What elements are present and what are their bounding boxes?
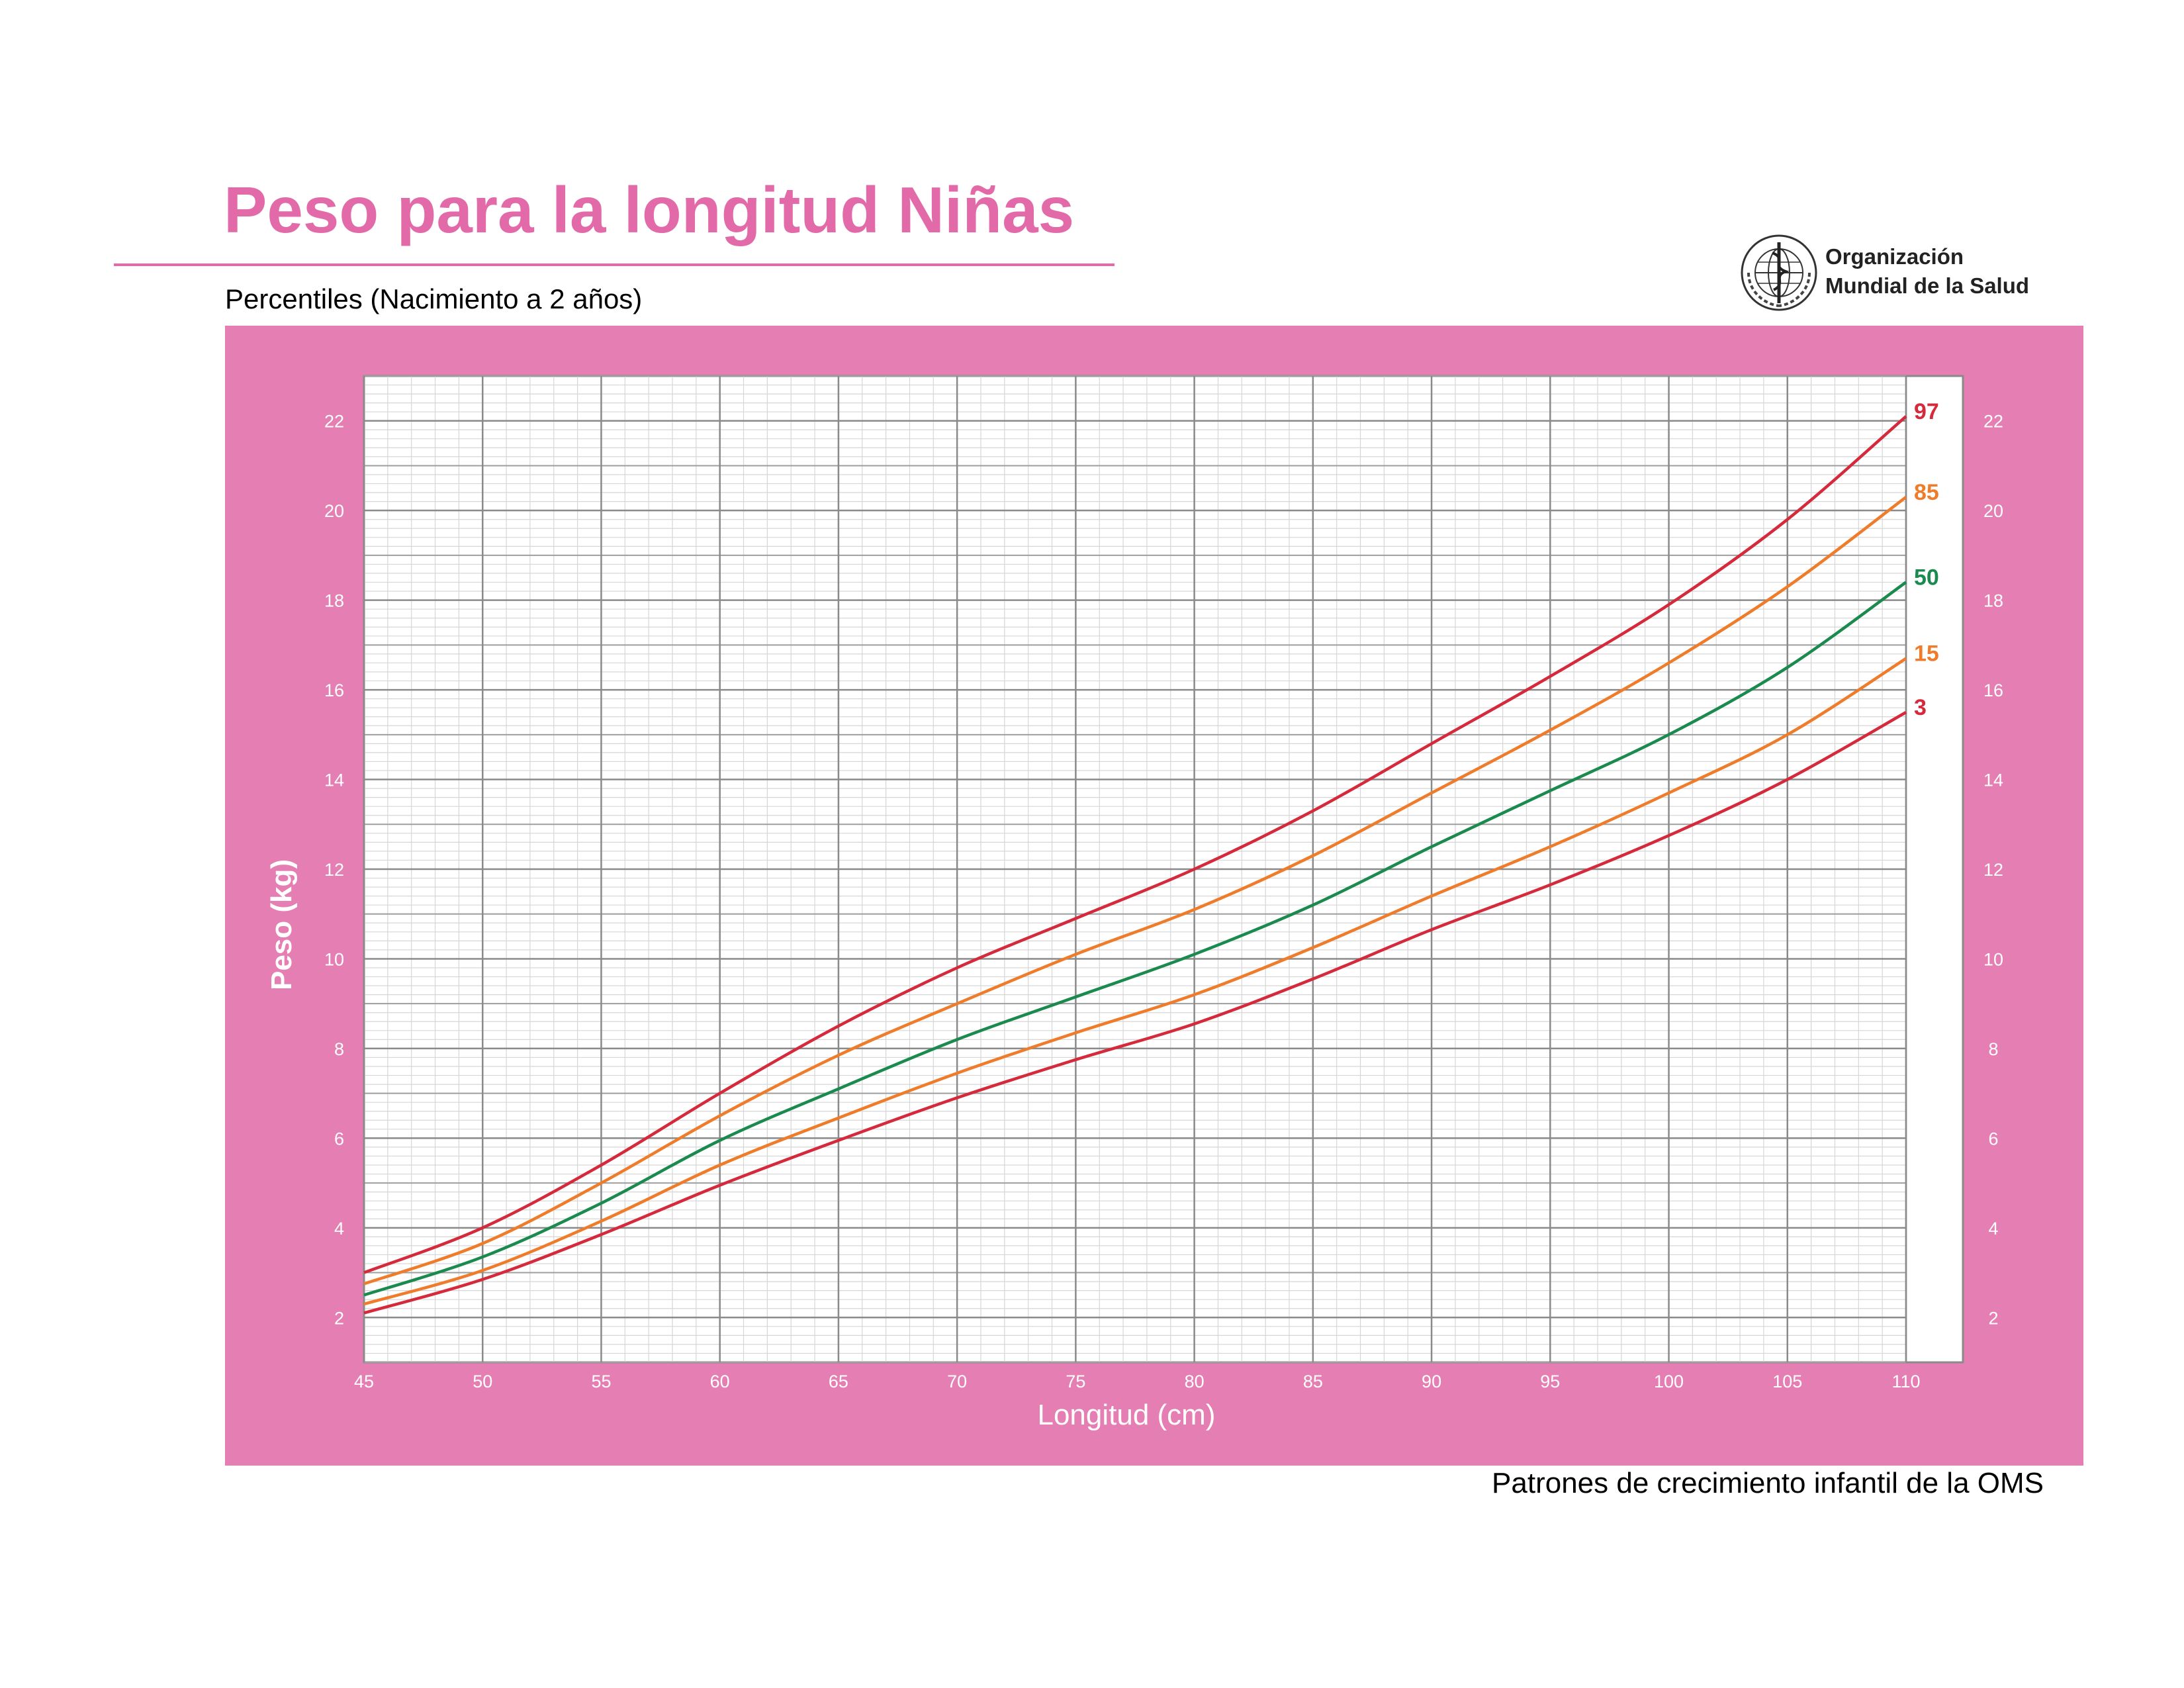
percentile-label-p15: 15 <box>1914 641 1939 667</box>
mid-grid <box>364 375 1906 1363</box>
y-tick-label: 6 <box>1988 1129 1998 1149</box>
y-tick-label: 14 <box>1983 771 2003 790</box>
y-tick-label: 4 <box>334 1219 344 1239</box>
x-tick-label: 80 <box>1185 1372 1205 1391</box>
x-tick-label: 60 <box>710 1372 730 1391</box>
x-tick-label: 55 <box>591 1372 611 1391</box>
y-tick-label: 16 <box>324 680 344 700</box>
y-tick-label: 18 <box>324 591 344 611</box>
y-tick-label: 22 <box>324 412 344 432</box>
x-tick-label: 75 <box>1066 1372 1085 1391</box>
who-name-line2: Mundial de la Salud <box>1825 273 2030 298</box>
y-axis-ticks-left: 2 4 6 8 10 12 14 16 18 20 22 <box>324 412 344 1329</box>
y-tick-label: 20 <box>1983 501 2003 521</box>
percentile-label-p97: 97 <box>1914 399 1939 424</box>
percentile-labels: 97 85 50 15 3 <box>1914 399 1939 720</box>
who-organization-name: Organización Mundial de la Salud <box>1825 242 2029 301</box>
x-tick-label: 90 <box>1422 1372 1441 1391</box>
y-tick-label: 20 <box>324 501 344 521</box>
percentile-label-p85: 85 <box>1914 480 1939 505</box>
y-tick-label: 12 <box>1983 860 2003 880</box>
y-tick-label: 22 <box>1983 412 2003 432</box>
x-tick-label: 45 <box>354 1372 374 1391</box>
x-tick-label: 95 <box>1540 1372 1560 1391</box>
x-tick-label: 100 <box>1654 1372 1684 1391</box>
page-title: Peso para la longitud Niñas <box>224 173 1075 246</box>
y-tick-label: 12 <box>324 860 344 880</box>
footer-source: Patrones de crecimiento infantil de la O… <box>1492 1467 2044 1499</box>
y-tick-label: 4 <box>1988 1219 1998 1239</box>
percentile-curve-p3 <box>363 711 1907 1315</box>
y-tick-label: 6 <box>334 1129 344 1149</box>
x-tick-label: 65 <box>829 1372 848 1391</box>
percentile-curves <box>363 415 1907 1315</box>
x-tick-label: 105 <box>1772 1372 1802 1391</box>
x-axis-label: Longitud (cm) <box>1037 1399 1215 1431</box>
chart-panel: 97 85 50 15 3 45 50 55 60 65 70 75 80 85 90 95 100 105 11… <box>225 326 2083 1466</box>
title-underline <box>114 263 1115 266</box>
percentile-curve-p50 <box>363 581 1907 1297</box>
percentile-curve-p85 <box>363 496 1907 1286</box>
who-emblem-icon <box>1741 234 1817 311</box>
y-tick-label: 10 <box>1983 949 2003 969</box>
x-tick-label: 85 <box>1303 1372 1323 1391</box>
y-tick-label: 8 <box>334 1039 344 1059</box>
y-tick-label: 2 <box>334 1308 344 1328</box>
y-axis-label: Peso (kg) <box>265 859 298 990</box>
growth-chart: 97 85 50 15 3 45 50 55 60 65 70 75 80 85 90 95 100 105 11… <box>265 375 2003 1431</box>
who-name-line1: Organización <box>1825 244 1964 269</box>
x-axis-ticks: 45 50 55 60 65 70 75 80 85 90 95 100 105 110 <box>354 1372 1921 1391</box>
x-tick-label: 50 <box>473 1372 492 1391</box>
y-tick-label: 14 <box>324 771 344 790</box>
major-grid <box>363 376 1907 1362</box>
y-tick-label: 8 <box>1988 1039 1998 1059</box>
x-tick-label: 110 <box>1891 1372 1920 1391</box>
y-tick-label: 2 <box>1988 1308 1998 1328</box>
percentile-label-p3: 3 <box>1914 695 1927 720</box>
percentile-curve-p97 <box>363 415 1907 1274</box>
y-axis-ticks-right: 2 4 6 8 10 12 14 16 18 20 22 <box>1983 412 2003 1329</box>
y-tick-label: 18 <box>1983 591 2003 611</box>
x-tick-label: 70 <box>947 1372 967 1391</box>
percentile-curve-p15 <box>363 657 1907 1306</box>
y-tick-label: 16 <box>1983 680 2003 700</box>
percentile-label-p50: 50 <box>1914 565 1939 590</box>
y-tick-label: 10 <box>324 949 344 969</box>
chart-subtitle: Percentiles (Nacimiento a 2 años) <box>225 283 643 314</box>
